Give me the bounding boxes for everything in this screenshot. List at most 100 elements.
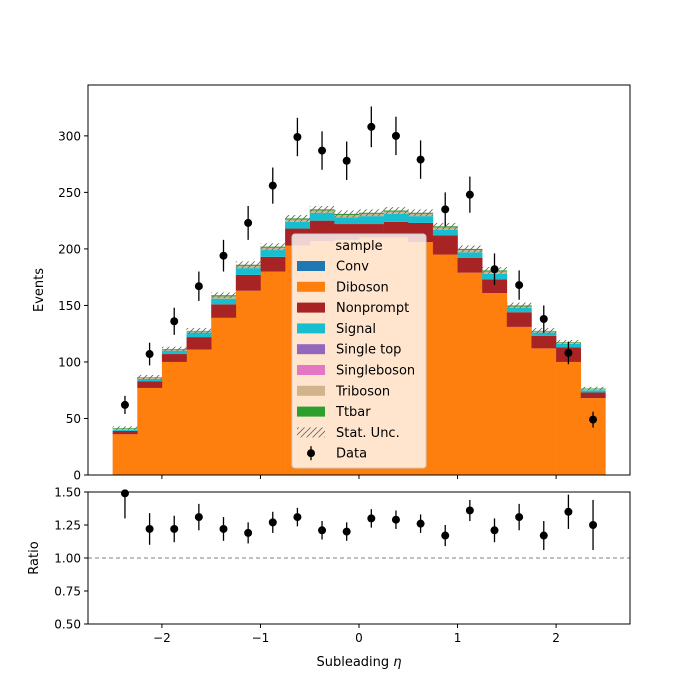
bar-nonprompt <box>211 304 237 318</box>
y-tick-label: 0 <box>73 469 81 483</box>
bar-signal <box>580 390 606 393</box>
bar-diboson <box>161 361 187 475</box>
legend-label: Ttbar <box>335 405 371 420</box>
ratio-y-tick-label: 0.50 <box>54 618 81 632</box>
stat-unc-band <box>383 207 409 214</box>
ratio-point <box>268 518 277 527</box>
stat-unc-band <box>506 302 532 309</box>
data-points <box>120 106 598 428</box>
data-point <box>589 415 598 424</box>
legend-label: Data <box>336 447 367 462</box>
bar-signal <box>432 229 458 236</box>
ratio-point <box>490 526 499 535</box>
legend-swatch-triboson <box>297 385 325 396</box>
ratio-point <box>367 514 376 523</box>
data-point <box>441 205 450 214</box>
bar-nonprompt <box>235 274 261 291</box>
legend-swatch-nonprompt <box>297 302 325 313</box>
data-point <box>194 282 203 291</box>
x-tick-label: 1 <box>454 631 462 645</box>
bar-nonprompt <box>432 235 458 255</box>
bar-nonprompt <box>137 381 163 388</box>
bar-nonprompt <box>186 337 212 350</box>
ratio-point <box>145 524 154 533</box>
bar-diboson <box>137 387 163 475</box>
data-point <box>342 156 351 165</box>
ratio-point <box>342 527 351 536</box>
bar-nonprompt <box>112 430 138 435</box>
bar-nonprompt <box>580 392 606 399</box>
legend-label: Single top <box>336 343 401 358</box>
data-point <box>515 281 524 290</box>
data-point <box>564 348 573 357</box>
stat-unc-band <box>260 243 286 251</box>
bar-signal <box>235 268 261 275</box>
data-point <box>490 265 499 274</box>
legend-swatch-singleboson <box>297 365 325 375</box>
legend-swatch-stat-unc <box>297 427 325 438</box>
bar-signal <box>137 378 163 382</box>
ratio-point <box>244 528 253 537</box>
legend-swatch-ttbar <box>297 406 325 417</box>
legend-swatch-diboson <box>297 281 325 292</box>
bar-diboson <box>186 349 212 475</box>
bar-nonprompt <box>161 354 187 362</box>
legend-label: Triboson <box>335 384 390 399</box>
y-tick-label: 50 <box>66 412 81 426</box>
ratio-y-axis-ticks: 0.50 0.75 1.00 1.25 1.50 <box>54 486 88 632</box>
ratio-point <box>589 521 598 529</box>
legend-swatch-conv <box>297 261 325 271</box>
x-axis-ticks: −2 −1 0 1 2 <box>153 624 560 645</box>
legend-label: Conv <box>336 260 369 275</box>
data-point <box>244 218 253 227</box>
stat-unc-band <box>137 374 162 380</box>
bar-diboson <box>556 361 582 475</box>
ratio-point <box>515 513 524 522</box>
main-panel: 0 50 100 150 200 250 300 Events sample Conv Dibo… <box>32 84 631 483</box>
stat-unc-band <box>186 328 212 334</box>
bar-signal <box>211 298 237 305</box>
legend-label: Nonprompt <box>336 301 409 316</box>
bar-diboson <box>580 398 606 475</box>
ratio-y-tick-label: 1.50 <box>54 486 81 500</box>
bar-nonprompt <box>531 335 557 349</box>
bar-nonprompt <box>482 279 508 293</box>
bar-diboson <box>112 434 138 475</box>
stat-unc-band <box>408 209 433 217</box>
data-point <box>120 400 129 409</box>
stat-unc-band <box>359 209 384 217</box>
bar-signal <box>186 332 212 338</box>
ratio-point <box>120 489 129 498</box>
bar-signal <box>359 216 384 225</box>
bar-signal <box>285 221 311 229</box>
ratio-point <box>219 524 228 533</box>
y-tick-label: 100 <box>58 355 81 369</box>
data-point <box>145 350 154 359</box>
ratio-point <box>465 506 474 515</box>
y-tick-label: 200 <box>58 242 81 256</box>
bar-signal <box>506 307 532 313</box>
ratio-y-tick-label: 1.00 <box>54 552 81 566</box>
stat-unc-band <box>211 292 236 299</box>
bar-signal <box>309 212 335 221</box>
data-point <box>391 131 400 140</box>
ratio-point <box>170 524 179 533</box>
x-tick-label: −1 <box>252 631 270 645</box>
x-tick-label: 0 <box>355 631 363 645</box>
bar-nonprompt <box>457 257 483 273</box>
bar-diboson <box>211 317 237 475</box>
ratio-point <box>441 531 450 540</box>
bar-signal <box>161 350 187 355</box>
bar-signal <box>260 250 286 257</box>
bar-diboson <box>432 254 458 475</box>
bar-signal <box>408 216 434 223</box>
legend-swatch-single-top <box>297 344 325 355</box>
legend-marker-data <box>307 449 315 458</box>
bar-diboson <box>260 271 286 475</box>
bar-signal <box>112 429 138 431</box>
legend-box <box>291 233 427 469</box>
stat-unc-band <box>285 215 310 222</box>
x-axis-label: Subleading η <box>316 655 401 670</box>
ratio-point <box>539 531 548 540</box>
